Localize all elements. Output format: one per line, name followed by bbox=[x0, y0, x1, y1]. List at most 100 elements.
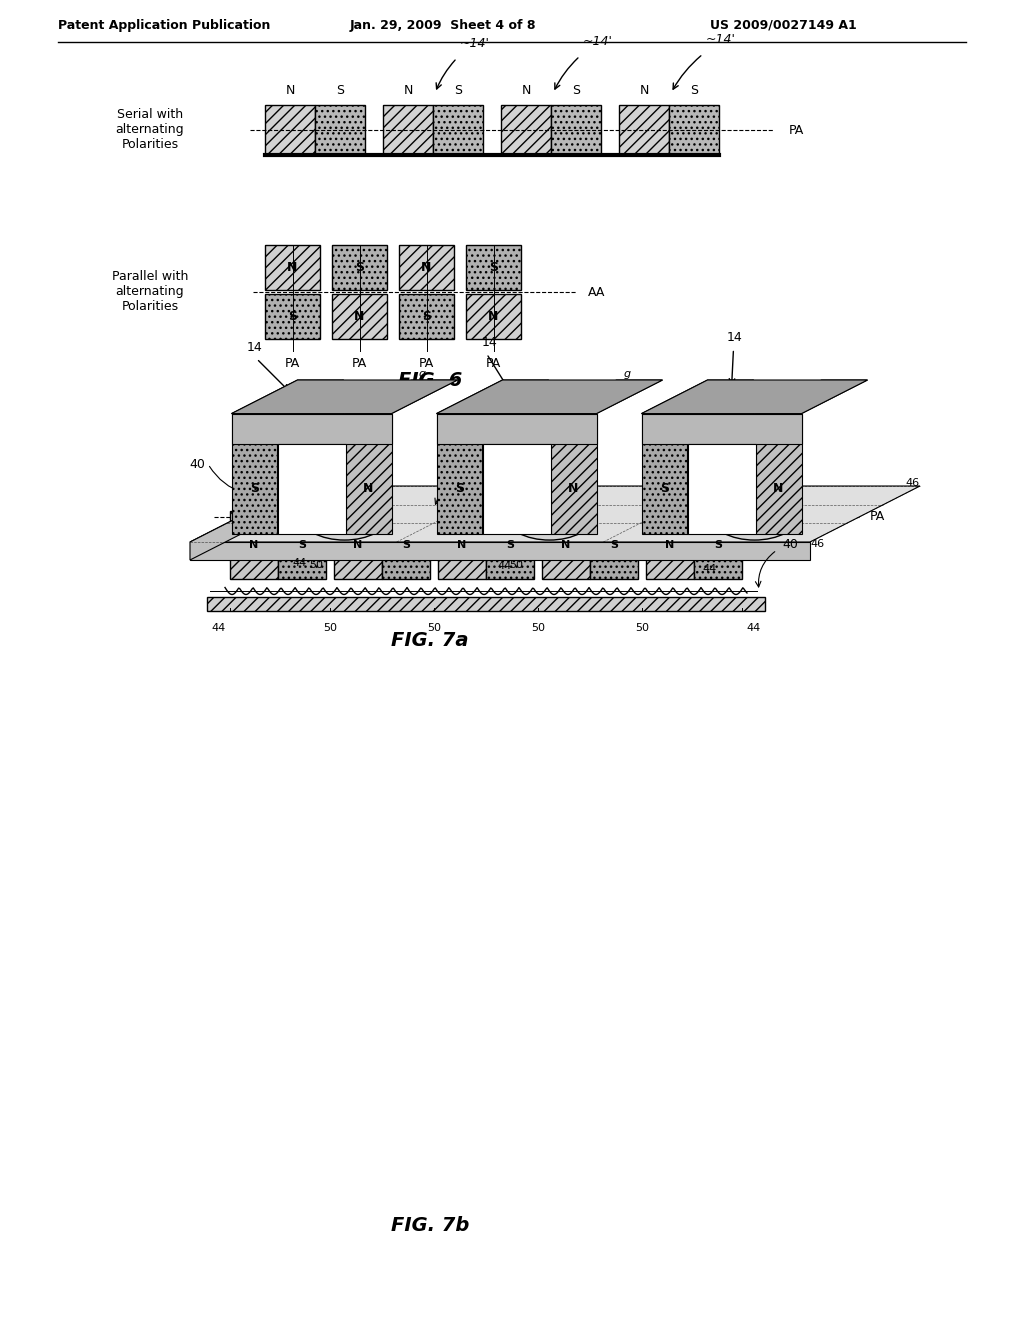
Polygon shape bbox=[436, 380, 549, 413]
Text: S: S bbox=[336, 84, 344, 96]
Text: 50: 50 bbox=[531, 623, 545, 634]
Bar bbox=[669, 106, 719, 154]
Ellipse shape bbox=[506, 492, 593, 540]
Text: PA: PA bbox=[234, 491, 250, 503]
Text: ~14': ~14' bbox=[583, 36, 613, 48]
Polygon shape bbox=[551, 380, 663, 413]
Ellipse shape bbox=[323, 504, 367, 528]
Text: g: g bbox=[445, 474, 453, 484]
Text: 44: 44 bbox=[212, 623, 226, 634]
Bar bbox=[542, 511, 590, 579]
Bar bbox=[618, 106, 669, 154]
Polygon shape bbox=[436, 413, 597, 444]
Polygon shape bbox=[345, 380, 458, 413]
Bar bbox=[332, 294, 387, 339]
Text: 14: 14 bbox=[481, 335, 498, 348]
Bar bbox=[265, 246, 319, 290]
Text: S: S bbox=[288, 310, 297, 323]
Text: N: N bbox=[354, 310, 365, 323]
Bar bbox=[315, 106, 365, 154]
Bar bbox=[399, 246, 454, 290]
Polygon shape bbox=[641, 413, 802, 444]
Bar bbox=[207, 597, 765, 611]
Bar bbox=[334, 511, 382, 579]
Text: PA: PA bbox=[485, 356, 501, 370]
Polygon shape bbox=[436, 413, 482, 533]
Bar bbox=[265, 106, 315, 154]
Text: PA: PA bbox=[419, 356, 434, 370]
Bar bbox=[466, 246, 521, 290]
Bar bbox=[669, 106, 719, 154]
Bar bbox=[438, 511, 486, 579]
Bar bbox=[278, 511, 326, 579]
Bar bbox=[618, 106, 669, 154]
Text: 44: 44 bbox=[746, 623, 760, 634]
Text: g: g bbox=[624, 368, 631, 379]
Text: N: N bbox=[773, 482, 783, 495]
Polygon shape bbox=[345, 413, 391, 533]
Bar bbox=[590, 511, 638, 579]
Bar bbox=[383, 106, 433, 154]
Polygon shape bbox=[190, 486, 920, 543]
Text: S: S bbox=[298, 540, 306, 550]
Polygon shape bbox=[756, 413, 802, 533]
Bar bbox=[207, 597, 765, 611]
Text: g: g bbox=[419, 368, 426, 379]
Text: S: S bbox=[422, 310, 431, 323]
Text: S: S bbox=[455, 482, 464, 495]
Text: US 2009/0027149 A1: US 2009/0027149 A1 bbox=[710, 18, 857, 32]
Bar bbox=[694, 511, 742, 579]
Text: Parallel with
alternating
Polarities: Parallel with alternating Polarities bbox=[112, 271, 188, 314]
Polygon shape bbox=[551, 413, 597, 533]
Text: 14: 14 bbox=[726, 330, 742, 343]
Ellipse shape bbox=[527, 504, 571, 528]
Polygon shape bbox=[278, 444, 345, 533]
Ellipse shape bbox=[711, 492, 798, 540]
Polygon shape bbox=[641, 413, 687, 533]
Bar bbox=[315, 106, 365, 154]
Bar bbox=[334, 511, 382, 579]
Polygon shape bbox=[190, 486, 300, 560]
Text: N: N bbox=[639, 84, 648, 96]
Bar bbox=[383, 106, 433, 154]
Polygon shape bbox=[641, 380, 867, 413]
Bar bbox=[433, 106, 483, 154]
Text: ~14': ~14' bbox=[706, 33, 736, 46]
Text: N: N bbox=[488, 310, 499, 323]
Text: 40: 40 bbox=[189, 458, 205, 470]
Bar bbox=[382, 511, 430, 579]
Text: S: S bbox=[660, 482, 669, 495]
Polygon shape bbox=[687, 444, 756, 533]
Bar bbox=[399, 246, 454, 290]
Text: N: N bbox=[561, 540, 570, 550]
Polygon shape bbox=[231, 413, 391, 444]
Bar bbox=[433, 106, 483, 154]
Bar bbox=[399, 294, 454, 339]
Text: 14: 14 bbox=[511, 447, 526, 459]
Bar bbox=[466, 294, 521, 339]
Bar bbox=[332, 246, 387, 290]
Polygon shape bbox=[641, 380, 754, 413]
Text: FIG. 7b: FIG. 7b bbox=[391, 1216, 469, 1236]
Text: g: g bbox=[549, 474, 556, 484]
Text: S: S bbox=[572, 84, 580, 96]
Bar bbox=[551, 106, 601, 154]
Text: S: S bbox=[454, 84, 462, 96]
Text: N: N bbox=[364, 482, 374, 495]
Polygon shape bbox=[190, 543, 810, 560]
Text: S: S bbox=[355, 261, 364, 275]
Polygon shape bbox=[436, 380, 663, 413]
Bar bbox=[551, 106, 601, 154]
Text: AA: AA bbox=[588, 285, 605, 298]
Text: 14: 14 bbox=[247, 341, 262, 354]
Text: S: S bbox=[610, 540, 618, 550]
Text: 50: 50 bbox=[323, 623, 337, 634]
Text: PA: PA bbox=[870, 510, 886, 523]
Bar bbox=[332, 294, 387, 339]
Bar bbox=[332, 246, 387, 290]
Bar bbox=[230, 511, 278, 579]
Text: 44: 44 bbox=[293, 558, 307, 568]
Polygon shape bbox=[482, 380, 549, 533]
Text: Jan. 29, 2009  Sheet 4 of 8: Jan. 29, 2009 Sheet 4 of 8 bbox=[350, 18, 537, 32]
Bar bbox=[590, 511, 638, 579]
